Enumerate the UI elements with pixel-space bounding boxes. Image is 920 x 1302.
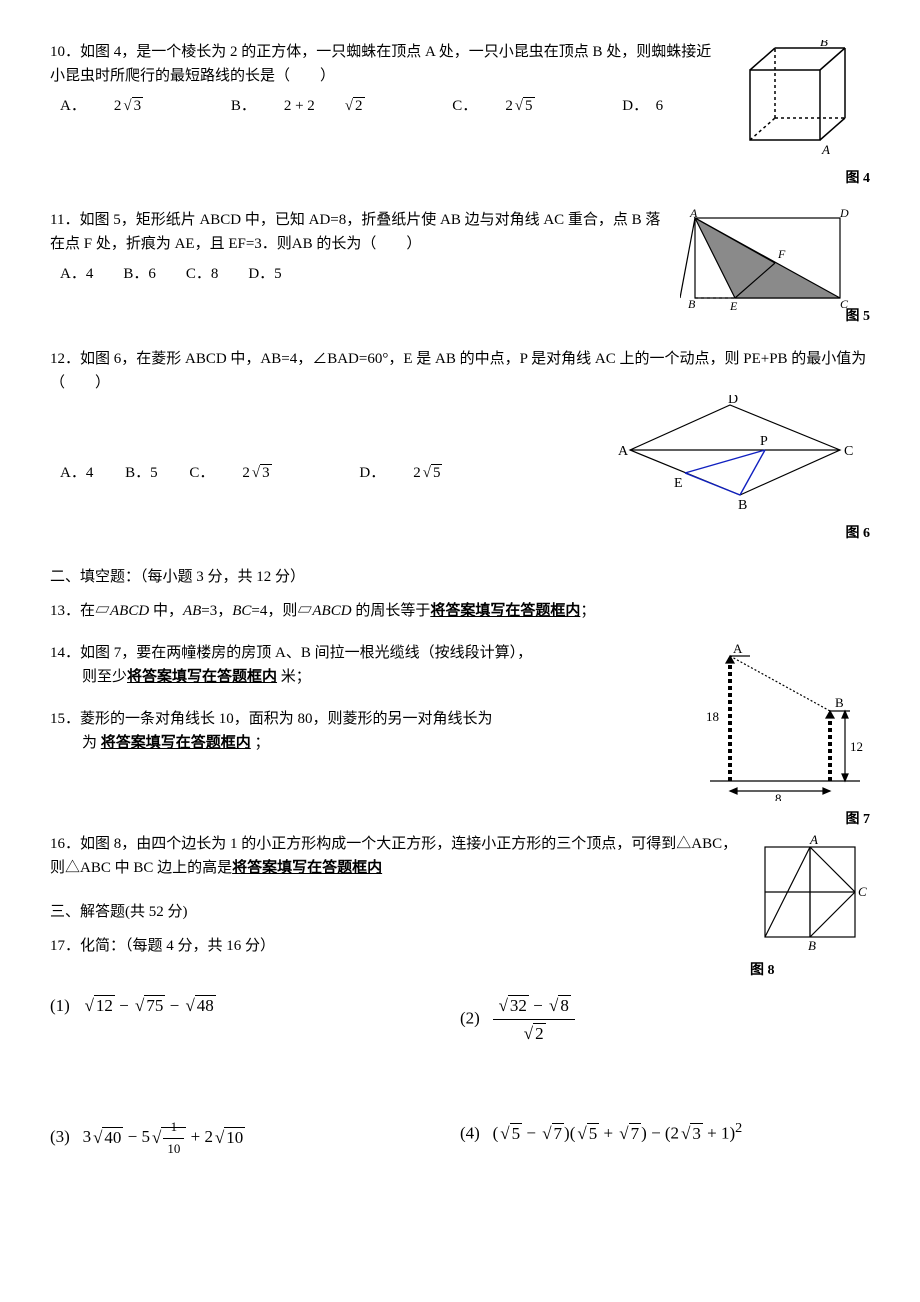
l-A: A xyxy=(689,208,698,220)
square-grid-svg: A B C xyxy=(750,832,870,952)
r-P: P xyxy=(760,434,768,449)
q17-p4: (4) xyxy=(460,1124,480,1143)
bl-B: B xyxy=(835,695,844,710)
q13-eq4: =4，则▱ xyxy=(251,603,312,619)
q12-optB: B．5 xyxy=(125,465,158,481)
q10-options: A．23 B．2 + 22 C．25 D． 6 xyxy=(60,94,720,118)
q12-optA: A．4 xyxy=(60,465,93,481)
q11-text: 11．如图 5，矩形纸片 ABCD 中，已知 AD=8，折叠纸片使 AB 边与对… xyxy=(50,208,670,256)
question-10: 10．如图 4，是一个棱长为 2 的正方体，一只蜘蛛在顶点 A 处，一只小昆虫在… xyxy=(50,40,870,190)
q17-p2: (2) xyxy=(460,1009,480,1028)
q12-text: 12．如图 6，在菱形 ABCD 中，AB=4，∠BAD=60°，E 是 AB … xyxy=(50,347,870,395)
question-13: 13．在▱ABCD 中，AB=3，BC=4，则▱ABCD 的周长等于将答案填写在… xyxy=(50,599,870,623)
q11-options: A．4 B．6 C．8 D．5 xyxy=(60,262,670,286)
q13-abcd2: ABCD xyxy=(312,603,351,619)
q17-sq: 2 xyxy=(735,1120,742,1136)
q10-optA-label: A． xyxy=(60,98,86,114)
section3-title: 三、解答题(共 52 分) xyxy=(50,900,740,924)
q17-row1: (1) 12 − 75 − 48 (2) 32 − 82 xyxy=(50,992,870,1047)
question-15: 15．菱形的一条对角线长 10，面积为 80，则菱形的另一对角线长为 为 将答案… xyxy=(50,707,690,755)
q12-caption: 图 6 xyxy=(610,523,870,545)
l-F: F xyxy=(777,247,786,261)
q13-eq3: =3， xyxy=(201,603,232,619)
bl-18: 18 xyxy=(706,709,719,724)
r-E: E xyxy=(674,476,683,491)
sq-C: C xyxy=(858,884,867,899)
q13-pre: 13．在▱ xyxy=(50,603,110,619)
q10-text: 10．如图 4，是一个棱长为 2 的正方体，一只蜘蛛在顶点 A 处，一只小昆虫在… xyxy=(50,40,720,88)
sq-B: B xyxy=(808,938,816,952)
q14-q15-block: 14．如图 7，要在两幢楼房的房顶 A、B 间拉一根光缆线（按线段计算）， 则至… xyxy=(50,641,870,831)
q17-e3a: 3 xyxy=(83,1128,92,1147)
q10-figure: B A 图 4 xyxy=(730,40,870,190)
bl-12: 12 xyxy=(850,739,863,754)
q17-p3: (3) xyxy=(50,1128,70,1147)
q17-e3c: + 2 xyxy=(186,1128,213,1147)
q17-e4a: − (2 xyxy=(647,1124,679,1143)
q12-optD: D． xyxy=(359,465,385,481)
bl-A: A xyxy=(733,641,743,656)
q10-optD: D． 6 xyxy=(622,98,663,114)
q17-title: 17．化简：（每题 4 分，共 16 分） xyxy=(50,934,740,958)
q14-pre: 则至少 xyxy=(82,669,127,685)
q14-answer: 将答案填写在答题框内 xyxy=(127,669,277,685)
question-14: 14．如图 7，要在两幢楼房的房顶 A、B 间拉一根光缆线（按线段计算）， 则至… xyxy=(50,641,690,689)
cube-label-A: A xyxy=(821,142,830,157)
section2-title: 二、填空题：（每小题 3 分，共 12 分） xyxy=(50,565,870,589)
q16-answer: 将答案填写在答题框内 xyxy=(232,860,382,876)
q17-row2: (3) 340 − 5110 + 210 (4) (5 − 7)(5 + 7) … xyxy=(50,1117,870,1160)
question-16: 16．如图 8，由四个边长为 1 的小正方形构成一个大正方形，连接小正方形的三个… xyxy=(50,832,870,982)
sq-A: A xyxy=(809,832,818,847)
q17-p1: (1) xyxy=(50,996,70,1015)
q15-answer: 将答案填写在答题框内 xyxy=(101,735,251,751)
q13-answer: 将答案填写在答题框内 xyxy=(430,603,580,619)
q17-e3b: − 5 xyxy=(123,1128,150,1147)
q10-optC-label: C． xyxy=(452,98,477,114)
q13-semi: ； xyxy=(580,603,595,619)
q16-caption: 图 8 xyxy=(750,960,870,982)
question-12: 12．如图 6，在菱形 ABCD 中，AB=4，∠BAD=60°，E 是 AB … xyxy=(50,347,870,545)
q14-text: 14．如图 7，要在两幢楼房的房顶 A、B 间拉一根光缆线（按线段计算）， xyxy=(50,641,690,665)
q13-abcd1: ABCD xyxy=(110,603,149,619)
l-D: D xyxy=(839,208,849,220)
q10-optB-pre: 2 + 2 xyxy=(284,98,315,114)
cube-label-B: B xyxy=(820,40,828,49)
q12-figure: A D C B E P 图 6 xyxy=(610,395,870,545)
r-B: B xyxy=(738,498,747,513)
l-E: E xyxy=(729,299,738,313)
q12-optC: C． xyxy=(189,465,214,481)
q16-pre: 16．如图 8，由四个边长为 1 的小正方形构成一个大正方形，连接小正方形的三个… xyxy=(50,836,737,876)
q13-mid: 中， xyxy=(149,603,183,619)
q10-caption: 图 4 xyxy=(730,168,870,190)
q10-optB-label: B． xyxy=(231,98,256,114)
q13-bc: BC xyxy=(232,603,251,619)
r-D: D xyxy=(728,395,738,407)
q13-post: 的周长等于 xyxy=(352,603,431,619)
r-C: C xyxy=(844,444,853,459)
rect-fold-svg: A D B C E F xyxy=(680,208,870,318)
cube-svg: B A xyxy=(730,40,870,160)
q14-figure: A B 18 12 8 图 7 xyxy=(700,641,870,831)
q16-figure: A B C 图 8 xyxy=(750,832,870,982)
q11-figure: A D B C E F 图 5 xyxy=(680,208,870,328)
l-B: B xyxy=(688,297,696,311)
q15-post: ； xyxy=(251,735,270,751)
r-A: A xyxy=(618,444,629,459)
q13-ab: AB xyxy=(183,603,201,619)
rhombus-svg: A D C B E P xyxy=(610,395,870,515)
q15-pre: 15．菱形的一条对角线长 10，面积为 80，则菱形的另一对角线长为 xyxy=(50,711,493,727)
q14-post: 米； xyxy=(281,669,311,685)
question-11: 11．如图 5，矩形纸片 ABCD 中，已知 AD=8，折叠纸片使 AB 边与对… xyxy=(50,208,870,328)
q14-caption: 图 7 xyxy=(700,809,870,831)
buildings-svg: A B 18 12 8 xyxy=(700,641,870,801)
q17-e4b: + 1) xyxy=(703,1124,735,1143)
bl-8: 8 xyxy=(775,791,782,801)
